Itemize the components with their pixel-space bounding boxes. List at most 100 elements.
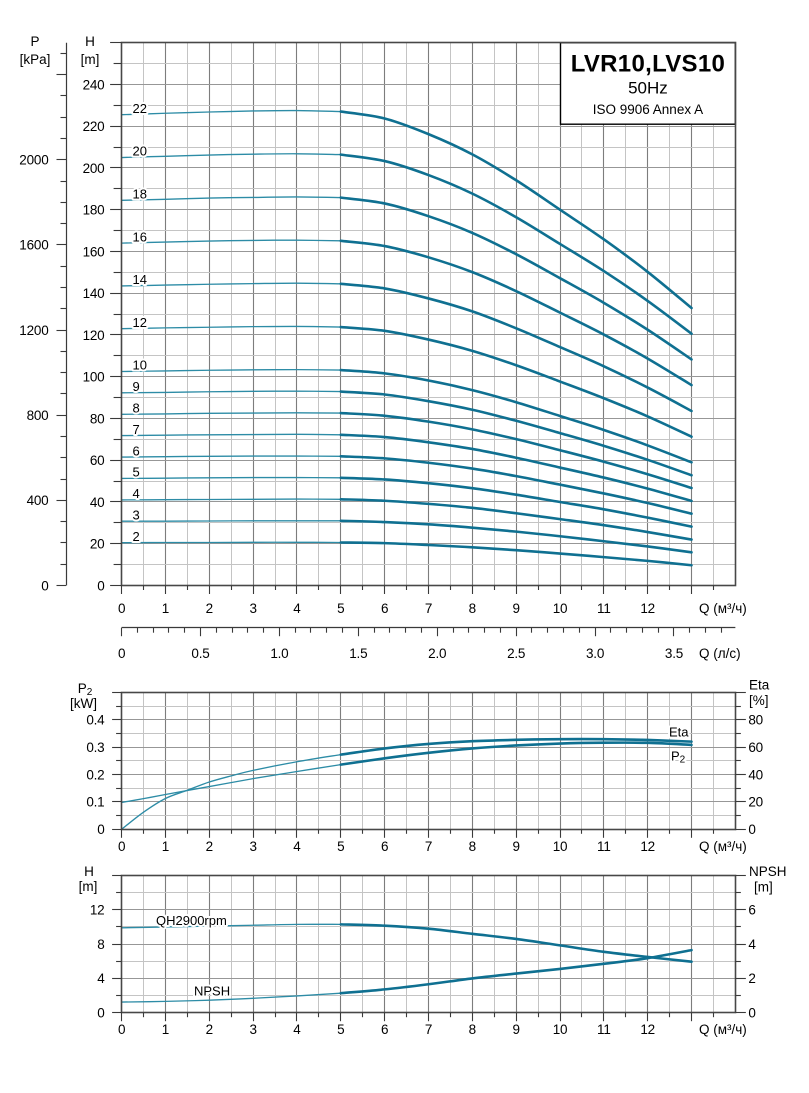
main-curve-12-duty-main xyxy=(339,325,693,438)
main-grid xyxy=(121,42,736,586)
h-tick-label: 60 xyxy=(90,453,105,468)
mid-x-axis-title: Q (м³/ч) xyxy=(699,839,747,854)
bot-left-tick-label: 8 xyxy=(97,937,104,952)
mid-curves xyxy=(121,737,693,830)
mid-ticks xyxy=(112,691,746,838)
title-box: LVR10,LVS10 50Hz ISO 9906 Annex A xyxy=(559,42,737,125)
main-curve-8-duty-main xyxy=(339,411,693,490)
main-x-tick-label: 8 xyxy=(469,601,476,616)
main-x-tick-label: 11 xyxy=(597,601,611,616)
main-x-tick-label: 10 xyxy=(553,601,568,616)
main-curve-12-duty-low xyxy=(121,325,341,330)
main-ticks xyxy=(56,41,736,637)
p-tick-label: 800 xyxy=(27,408,49,423)
stage-label-8: 8 xyxy=(133,401,140,416)
mid-left-tick-label: 0.1 xyxy=(86,795,104,810)
chart-title-frequency: 50Hz xyxy=(628,79,668,98)
main-curve-family xyxy=(121,109,693,567)
stage-label-22: 22 xyxy=(133,101,147,116)
bot-grid xyxy=(121,875,736,1013)
bot-curves xyxy=(121,923,693,1003)
bot-right-tick-label: 0 xyxy=(748,1006,755,1021)
main-curve-16-duty-main xyxy=(339,239,693,387)
chart-title-standard: ISO 9906 Annex A xyxy=(593,102,703,117)
main-x-tick-label: 5 xyxy=(337,601,344,616)
main-curve-9-duty-low xyxy=(121,390,341,394)
bot-x-tick-label: 0 xyxy=(118,1022,125,1037)
main-x-tick-label: 4 xyxy=(293,601,301,616)
chart-title-model: LVR10,LVS10 xyxy=(571,51,725,78)
p2-axis-unit: [kW] xyxy=(70,696,97,711)
mid-x-tick-label: 8 xyxy=(469,839,476,854)
main-curve-8-duty-low xyxy=(121,412,341,415)
bot-x-tick-label: 7 xyxy=(425,1022,432,1037)
h-tick-label: 160 xyxy=(83,244,105,259)
h-tick-label: 240 xyxy=(83,77,105,92)
mid-curve-eta-duty-main xyxy=(339,737,693,756)
main-curve-7-duty-low xyxy=(121,433,341,437)
ls-tick-label: 3.5 xyxy=(665,646,683,661)
main-curve-22-duty-main xyxy=(339,110,693,310)
main-stage-labels: 22 20 18 16 14 12 10 9 8 7 6 5 4 3 2 xyxy=(131,99,149,546)
h-tick-label: 20 xyxy=(90,537,105,552)
mid-grid xyxy=(121,692,736,830)
main-curve-5-duty-main xyxy=(339,476,693,528)
stage-label-14: 14 xyxy=(133,272,147,287)
bot-x-tick-label: 2 xyxy=(206,1022,213,1037)
main-axis-labels: 0 1 2 3 4 5 6 7 8 9 10 11 12020406080100120140160180… xyxy=(19,77,683,661)
mid-left-tick-label: 0.2 xyxy=(86,767,104,782)
main-curve-7-duty-main xyxy=(339,433,693,503)
main-curve-3-duty-main xyxy=(339,519,693,554)
h-tick-label: 140 xyxy=(83,286,105,301)
main-curve-18-duty-main xyxy=(339,196,693,361)
mid-x-tick-label: 10 xyxy=(553,839,568,854)
qh2900rpm-curve-label: QH2900rpm xyxy=(156,913,227,928)
stage-label-20: 20 xyxy=(133,144,147,159)
main-curve-16-duty-low xyxy=(121,239,341,244)
mid-right-tick-label: 60 xyxy=(748,740,763,755)
mid-curve-p2-duty-low xyxy=(121,763,341,804)
bottom-h-axis-unit: [m] xyxy=(79,879,98,894)
mid-x-tick-label: 12 xyxy=(640,839,655,854)
mid-x-tick-label: 6 xyxy=(381,839,388,854)
p-tick-label: 1200 xyxy=(19,323,48,338)
main-x-tick-label: 1 xyxy=(162,601,169,616)
p-tick-label: 1600 xyxy=(19,238,48,253)
p2-curve-label: P2 xyxy=(671,749,686,766)
main-curve-10-duty-main xyxy=(339,368,693,464)
ls-tick-label: 0 xyxy=(118,646,125,661)
eta-axis-unit: [%] xyxy=(749,693,769,708)
ls-tick-label: 1.0 xyxy=(270,646,288,661)
h-tick-label: 120 xyxy=(83,328,105,343)
ls-tick-label: 0.5 xyxy=(191,646,209,661)
main-curve-9-duty-main xyxy=(339,390,693,477)
p2-axis-title: P2 xyxy=(78,681,93,698)
main-x-tick-label: 3 xyxy=(249,601,256,616)
mid-right-tick-label: 80 xyxy=(748,713,763,728)
main-curve-22-duty-low xyxy=(121,109,341,116)
bot-left-tick-label: 4 xyxy=(97,971,105,986)
ls-x-axis-title: Q (л/с) xyxy=(699,646,741,661)
main-x-tick-label: 0 xyxy=(118,601,125,616)
stage-label-5: 5 xyxy=(133,465,140,480)
mid-x-tick-label: 7 xyxy=(425,839,432,854)
mid-x-tick-label: 9 xyxy=(513,839,520,854)
bot-right-tick-label: 2 xyxy=(748,971,755,986)
ls-tick-label: 2.5 xyxy=(507,646,525,661)
bot-x-tick-label: 12 xyxy=(640,1022,655,1037)
mid-x-tick-label: 11 xyxy=(597,839,611,854)
bot-x-tick-label: 10 xyxy=(553,1022,568,1037)
mid-right-tick-label: 0 xyxy=(748,822,755,837)
bot-right-tick-label: 6 xyxy=(748,903,755,918)
main-curve-4-duty-low xyxy=(121,498,341,501)
main-x-tick-label: 7 xyxy=(425,601,432,616)
h-axis-unit: [m] xyxy=(81,52,100,67)
mid-x-tick-label: 3 xyxy=(249,839,256,854)
npsh-axis-title: NPSH xyxy=(749,864,787,879)
eta-curve-label: Eta xyxy=(669,724,689,739)
npsh-curve-label: NPSH xyxy=(194,984,230,999)
bot-left-tick-label: 12 xyxy=(90,903,105,918)
main-x-tick-label: 9 xyxy=(513,601,520,616)
main-curve-5-duty-low xyxy=(121,476,341,480)
bot-x-tick-label: 1 xyxy=(162,1022,169,1037)
